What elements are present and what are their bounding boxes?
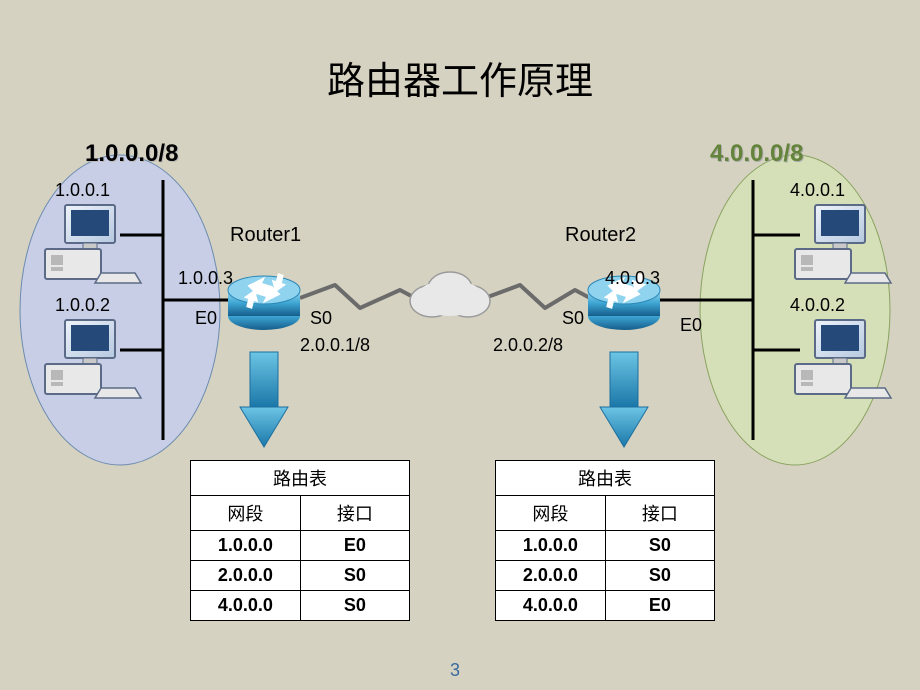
- router1-s0-label: S0: [310, 308, 332, 329]
- router2-s0-label: S0: [562, 308, 584, 329]
- col-interface: 接口: [300, 496, 409, 531]
- table-title: 路由表: [496, 461, 715, 496]
- cell: S0: [605, 561, 714, 591]
- col-network: 网段: [496, 496, 606, 531]
- cell: E0: [605, 591, 714, 621]
- router1-e0-label: E0: [195, 308, 217, 329]
- down-arrow-icon: [240, 352, 288, 447]
- cell: 1.0.0.0: [191, 531, 301, 561]
- host-ip: 4.0.0.1: [790, 180, 845, 201]
- router1-s0-ip: 2.0.0.1/8: [300, 335, 370, 356]
- host-ip: 4.0.0.2: [790, 295, 845, 316]
- cell: 2.0.0.0: [496, 561, 606, 591]
- slide-title: 路由器工作原理: [0, 50, 920, 105]
- wan-cloud-icon: [410, 272, 490, 317]
- router2-s0-ip: 2.0.0.2/8: [493, 335, 563, 356]
- routing-table-2: 路由表 网段 接口 1.0.0.0S0 2.0.0.0S0 4.0.0.0E0: [495, 460, 715, 621]
- col-network: 网段: [191, 496, 301, 531]
- router2-name: Router2: [565, 224, 636, 247]
- host-ip: 1.0.0.1: [55, 180, 110, 201]
- router2-e0-ip: 4.0.0.3: [605, 268, 660, 289]
- col-interface: 接口: [605, 496, 714, 531]
- router-icon: [228, 275, 300, 330]
- network-left-cidr: 1.0.0.0/8: [85, 140, 178, 168]
- router2-e0-label: E0: [680, 315, 702, 336]
- cell: 1.0.0.0: [496, 531, 606, 561]
- table-title: 路由表: [191, 461, 410, 496]
- host-ip: 1.0.0.2: [55, 295, 110, 316]
- router1-e0-ip: 1.0.0.3: [178, 268, 233, 289]
- cell: E0: [300, 531, 409, 561]
- cell: 4.0.0.0: [191, 591, 301, 621]
- cell: S0: [300, 591, 409, 621]
- routing-table-1: 路由表 网段 接口 1.0.0.0E0 2.0.0.0S0 4.0.0.0S0: [190, 460, 410, 621]
- cell: S0: [300, 561, 409, 591]
- cell: S0: [605, 531, 714, 561]
- cell: 4.0.0.0: [496, 591, 606, 621]
- page-number: 3: [450, 660, 460, 681]
- cell: 2.0.0.0: [191, 561, 301, 591]
- router1-name: Router1: [230, 224, 301, 247]
- down-arrow-icon: [600, 352, 648, 447]
- network-right-cidr: 4.0.0.0/8: [710, 140, 803, 168]
